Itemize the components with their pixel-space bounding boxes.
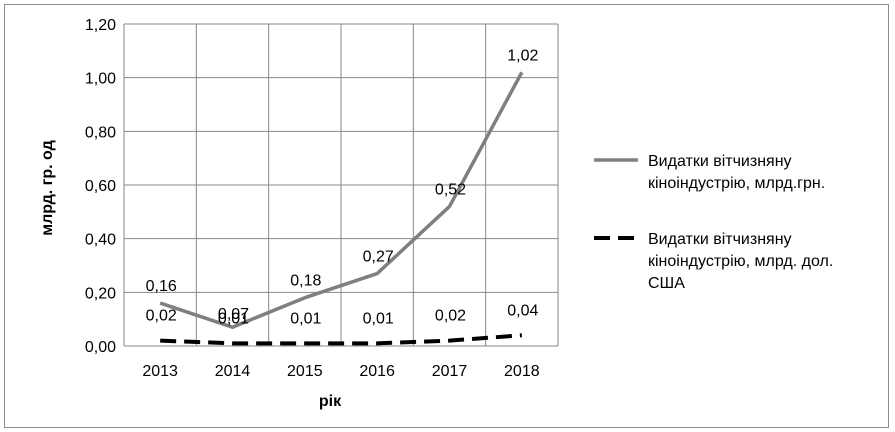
data-label: 1,02 — [507, 47, 538, 64]
y-axis-ticks: 0,00 0,20 0,40 0,60 0,80 1,00 1,20 — [85, 17, 116, 356]
gridlines — [123, 23, 559, 347]
data-label: 0,01 — [218, 310, 249, 327]
x-tick-label: 2016 — [359, 363, 395, 380]
data-label: 0,27 — [363, 249, 394, 266]
x-tick-label: 2013 — [142, 363, 178, 380]
y-tick-label: 0,00 — [85, 339, 116, 356]
legend-label: Видатки вітчизняну — [648, 153, 792, 170]
x-axis-ticks: 2013 2014 2015 2016 2017 2018 — [142, 363, 539, 380]
x-tick-label: 2017 — [432, 363, 468, 380]
series-line-2 — [160, 333, 522, 346]
x-tick-label: 2015 — [287, 363, 323, 380]
data-labels: 0,16 0,07 0,18 0,27 0,52 1,02 0,02 0,01 0,01 0,01… — [146, 47, 539, 327]
series-line-1 — [159, 71, 524, 329]
y-tick-label: 0,20 — [85, 285, 116, 302]
data-label: 0,02 — [146, 308, 177, 325]
legend-label: Видатки вітчизняну — [648, 231, 792, 248]
chart-frame — [4, 4, 889, 428]
legend: Видатки вітчизняну кіноіндустрію, млрд.гр… — [594, 153, 833, 292]
legend-label: кіноіндустрію, млрд. дол. — [648, 253, 833, 270]
legend-label: США — [648, 275, 685, 292]
data-label: 0,16 — [146, 278, 177, 295]
series-lines — [159, 71, 524, 346]
x-tick-label: 2014 — [215, 363, 251, 380]
data-label: 0,01 — [363, 310, 394, 327]
y-tick-label: 0,60 — [85, 178, 116, 195]
data-label: 0,04 — [507, 302, 538, 319]
y-tick-label: 1,00 — [85, 71, 116, 88]
data-label: 0,07 — [218, 306, 249, 323]
y-axis-title: млрд. гр. од — [39, 140, 56, 235]
legend-label: кіноіндустрію, млрд.грн. — [648, 175, 825, 192]
data-label: 0,02 — [435, 308, 466, 325]
y-tick-label: 0,80 — [85, 124, 116, 141]
y-tick-label: 0,40 — [85, 232, 116, 249]
x-axis-title: рік — [319, 393, 342, 410]
y-tick-label: 1,20 — [85, 17, 116, 34]
data-label: 0,52 — [435, 181, 466, 198]
x-tick-label: 2018 — [504, 363, 540, 380]
data-label: 0,18 — [290, 273, 321, 290]
data-label: 0,01 — [290, 310, 321, 327]
